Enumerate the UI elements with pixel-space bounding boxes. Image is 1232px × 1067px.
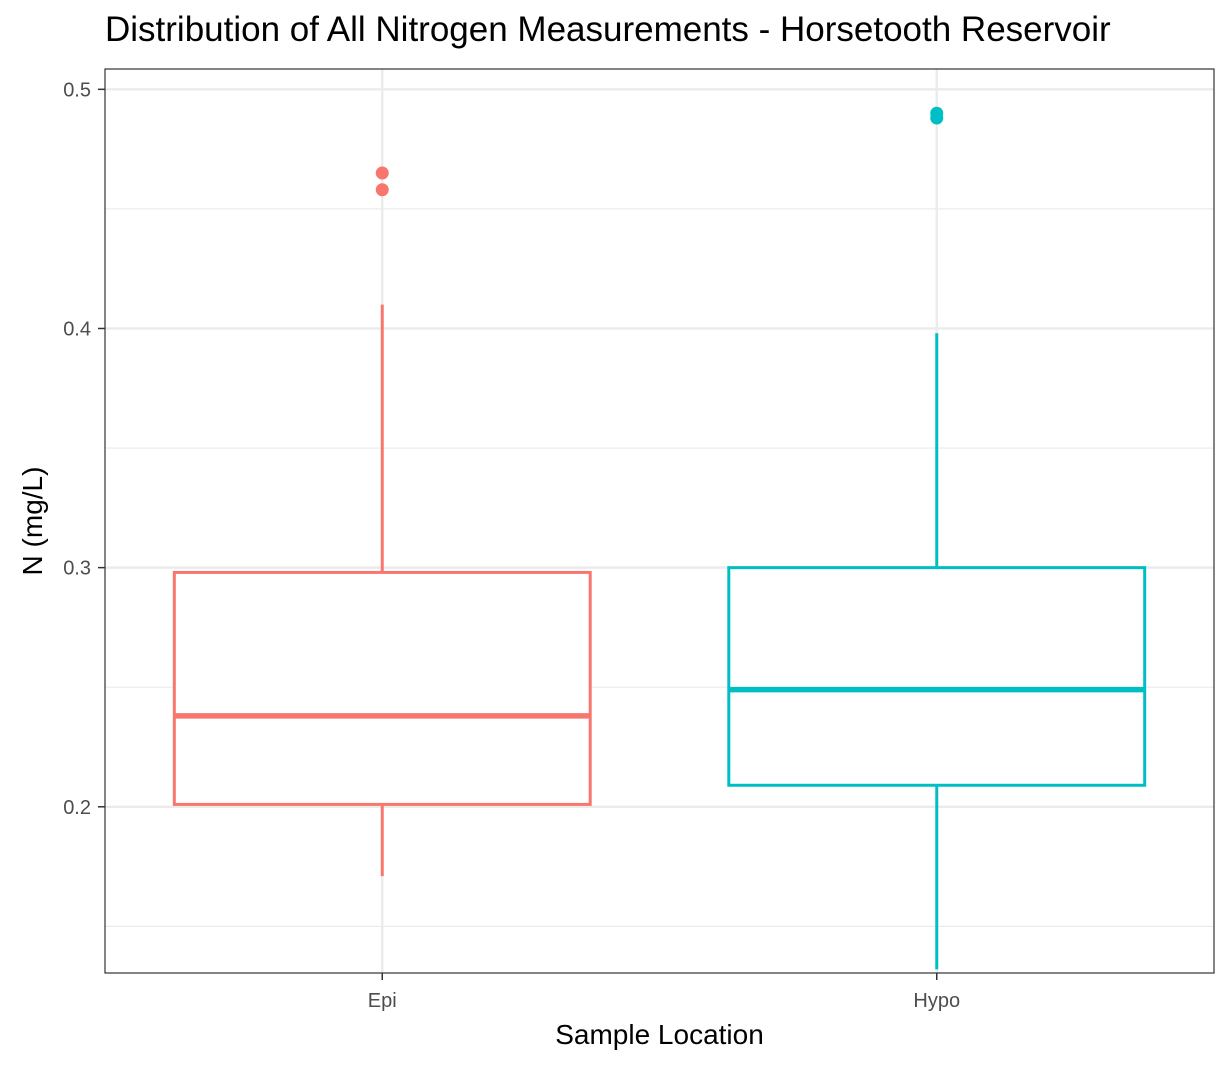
outlier-point	[375, 183, 389, 197]
x-tick-label: Hypo	[913, 990, 960, 1012]
iqr-box	[172, 570, 592, 806]
x-axis-title: Sample Location	[555, 1019, 764, 1050]
x-tick-label: Epi	[368, 990, 397, 1012]
chart-title: Distribution of All Nitrogen Measurement…	[105, 10, 1111, 49]
plot-border	[104, 68, 1215, 974]
boxes	[172, 106, 1147, 970]
y-axis-title: N (mg/L)	[17, 467, 48, 576]
box-epi	[172, 166, 592, 877]
iqr-box	[727, 566, 1147, 787]
y-tick-label: 0.4	[63, 318, 91, 340]
outlier-point	[375, 166, 389, 180]
y-tick-label: 0.3	[63, 558, 91, 580]
box-hypo	[727, 106, 1147, 970]
axes: 0.2 0.3 0.4 0.5 Epi Hypo	[63, 79, 960, 1012]
outlier-point	[930, 106, 944, 120]
y-tick-label: 0.5	[63, 79, 91, 101]
y-tick-label: 0.2	[63, 797, 91, 819]
plot-background	[105, 69, 1214, 973]
